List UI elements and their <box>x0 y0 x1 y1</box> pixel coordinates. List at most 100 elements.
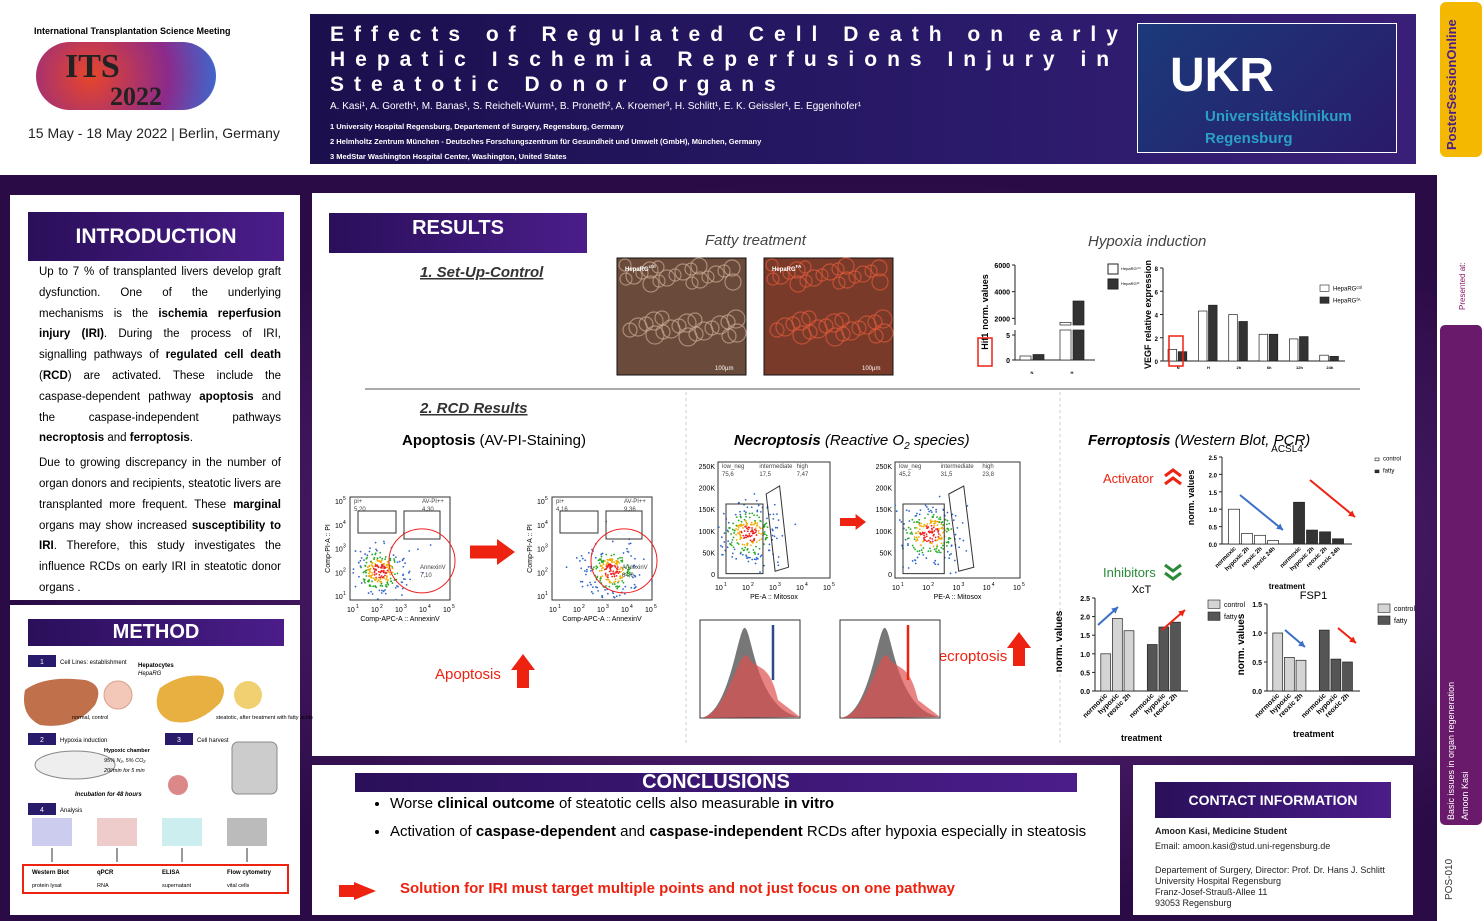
event-dot <box>358 575 360 578</box>
event-dot <box>586 568 588 571</box>
event-dot <box>609 564 611 566</box>
event-dot <box>905 509 908 512</box>
cell-texture <box>838 271 856 289</box>
gene-box <box>977 337 993 367</box>
event-dot <box>601 596 604 599</box>
y-axis-label: Hif1 norm. values <box>980 274 990 350</box>
y-tick-base: 10 <box>537 570 545 577</box>
event-dot <box>771 529 774 532</box>
event-dot <box>604 572 607 575</box>
event-dot <box>932 545 935 548</box>
event-dot <box>386 581 389 584</box>
x-tick-exponent: 4 <box>992 582 995 588</box>
event-dot <box>753 528 756 531</box>
step-label: Hypoxia induction <box>60 738 107 744</box>
legend-swatch <box>1377 615 1391 625</box>
centrifuge-icon <box>231 741 278 795</box>
event-dot <box>926 540 928 543</box>
y-tick-label: 100K <box>699 529 716 536</box>
photo-label-base: HepaRG <box>772 267 796 273</box>
event-dot <box>907 526 910 529</box>
contact-name: Amoon Kasi, Medicine Student <box>1155 826 1288 836</box>
event-dot <box>727 530 730 533</box>
event-dot <box>950 552 953 555</box>
event-dot <box>753 551 756 554</box>
event-dot <box>763 524 766 527</box>
institution-acronym: UKR <box>1170 49 1274 102</box>
event-dot <box>617 580 620 582</box>
event-dot <box>633 564 635 567</box>
event-dot <box>368 569 371 572</box>
cell-texture <box>772 267 790 285</box>
event-dot <box>928 510 931 513</box>
event-dot <box>758 516 761 519</box>
event-dot <box>918 513 921 516</box>
y-axis-label: Comp-PI-A :: PI <box>325 524 332 573</box>
event-dot <box>360 582 363 584</box>
event-dot <box>590 569 592 572</box>
event-dot <box>915 536 918 539</box>
y-tick-label: 5 <box>1006 333 1010 340</box>
chamber-text: 95% N₂, 5% CO₂ <box>104 758 146 764</box>
event-dot <box>379 551 382 554</box>
event-dot <box>366 556 369 559</box>
event-dot <box>621 556 623 559</box>
legend-swatch <box>1207 599 1221 609</box>
event-dot <box>951 513 954 516</box>
event-dot <box>749 535 752 538</box>
event-dot <box>372 567 375 570</box>
gene-label: VEGF <box>1143 344 1153 369</box>
event-dot <box>613 581 615 584</box>
y-tick-label: 0.0 <box>1080 689 1090 696</box>
bar <box>1158 626 1170 692</box>
event-dot <box>612 570 615 573</box>
event-dot <box>592 568 595 571</box>
event-dot <box>386 566 388 569</box>
event-dot <box>628 542 630 545</box>
event-dot <box>738 530 741 533</box>
event-dot <box>392 554 395 556</box>
event-dot <box>378 576 381 579</box>
event-dot <box>895 510 898 513</box>
event-dot <box>602 562 605 565</box>
event-dot <box>748 556 751 559</box>
x-tick-base: 10 <box>621 607 629 614</box>
bold-run: in vitro <box>784 795 835 812</box>
address-line: Franz-Josef-Strauß-Allee 11 <box>1155 887 1268 897</box>
event-dot <box>391 567 394 570</box>
event-dot <box>929 537 932 539</box>
cell-texture <box>707 265 725 283</box>
event-dot <box>375 548 377 551</box>
cell-texture <box>805 269 823 287</box>
event-dot <box>749 539 752 542</box>
event-dot <box>359 565 362 568</box>
solution-arrow <box>354 882 376 900</box>
gate-value: 45,2 <box>899 472 911 478</box>
x-tick-exponent: 1 <box>356 604 359 610</box>
event-dot <box>616 587 619 590</box>
x-tick-exponent: 5 <box>452 604 455 610</box>
gate-value: 9,36 <box>624 507 636 513</box>
event-dot <box>938 495 941 498</box>
address-line: University Hospital Regensburg <box>1155 876 1282 886</box>
event-dot <box>615 585 617 588</box>
gate <box>725 503 764 575</box>
event-dot <box>615 571 617 573</box>
event-dot <box>745 527 748 530</box>
cell-texture <box>832 276 846 290</box>
y-tick-label: 1.5 <box>1080 633 1090 640</box>
cell-texture <box>723 259 741 277</box>
gate <box>559 510 599 534</box>
text-run: of steatotic cells also measurable <box>554 795 785 812</box>
conclusions-panel: CONCLUSIONS Worse clinical outcome of st… <box>312 765 1120 915</box>
trend-arrowhead <box>1178 610 1185 617</box>
event-dot <box>407 571 410 574</box>
event-dot <box>389 577 392 580</box>
event-dot <box>371 573 374 576</box>
event-dot <box>354 585 357 588</box>
event-dot <box>387 583 390 586</box>
event-dot <box>613 573 616 576</box>
event-dot <box>900 521 903 523</box>
event-dot <box>920 549 923 551</box>
event-dot <box>622 552 625 554</box>
